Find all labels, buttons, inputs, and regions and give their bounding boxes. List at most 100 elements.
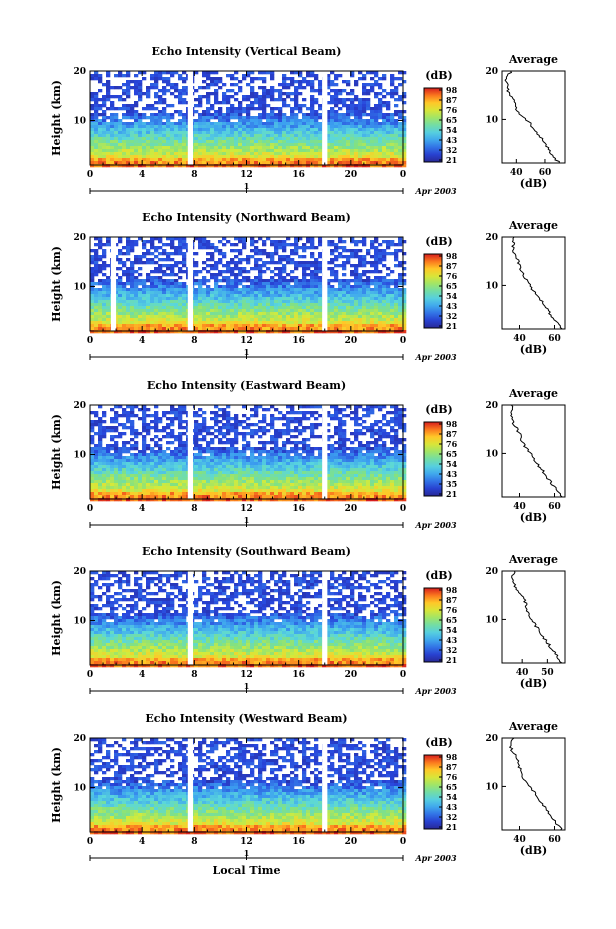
heatmap-cell — [142, 435, 147, 439]
heatmap-cell — [346, 107, 351, 111]
heatmap-cell — [146, 414, 151, 418]
heatmap-cell — [310, 456, 315, 460]
heatmap-cell — [154, 450, 159, 454]
heatmap-cell — [298, 306, 303, 310]
heatmap-cell — [182, 315, 187, 319]
heatmap-cell — [398, 155, 403, 159]
heatmap-cell — [154, 423, 159, 427]
heatmap-cell — [302, 426, 307, 430]
heatmap-cell — [334, 450, 339, 454]
heatmap-cell — [386, 318, 391, 322]
heatmap-cell — [226, 125, 231, 129]
heatmap-cell — [114, 140, 119, 144]
heatmap-cell — [98, 143, 103, 147]
heatmap-cell — [294, 297, 299, 301]
heatmap-cell — [338, 134, 343, 138]
heatmap-cell — [362, 279, 367, 283]
heatmap-cell — [294, 128, 299, 132]
heatmap-cell — [194, 327, 199, 331]
heatmap-cell — [266, 450, 271, 454]
heatmap-cell — [306, 131, 311, 135]
heatmap-cell — [90, 113, 95, 117]
heatmap-cell — [342, 447, 347, 451]
heatmap-cell — [226, 453, 231, 457]
heatmap-cell — [298, 152, 303, 156]
heatmap-cell — [330, 261, 335, 265]
heatmap-cell — [198, 161, 203, 165]
heatmap-cell — [206, 140, 211, 144]
heatmap-cell — [338, 122, 343, 126]
heatmap-cell — [110, 137, 115, 141]
heatmap-cell — [274, 119, 279, 123]
heatmap-cell — [330, 110, 335, 114]
heatmap-cell — [118, 309, 123, 313]
heatmap-cell — [386, 300, 391, 304]
heatmap-cell — [242, 405, 247, 409]
heatmap-cell — [278, 255, 283, 259]
heatmap-cell — [334, 110, 339, 114]
heatmap-cell — [402, 125, 407, 129]
heatmap-cell — [94, 288, 99, 292]
heatmap-cell — [170, 423, 175, 427]
heatmap-cell — [250, 164, 255, 168]
heatmap-cell — [378, 104, 383, 108]
heatmap-cell — [210, 456, 215, 460]
heatmap-cell — [202, 267, 207, 271]
heatmap-cell — [306, 450, 311, 454]
heatmap-cell — [134, 113, 139, 117]
heatmap-cell — [242, 303, 247, 307]
heatmap-cell — [206, 134, 211, 138]
heatmap-cell — [202, 116, 207, 120]
heatmap-cell — [214, 312, 219, 316]
heatmap-cell — [258, 285, 263, 289]
heatmap-cell — [338, 306, 343, 310]
heatmap-cell — [182, 146, 187, 150]
heatmap-cell — [154, 303, 159, 307]
heatmap-cell — [282, 92, 287, 96]
heatmap-cell — [134, 240, 139, 244]
heatmap-cell — [342, 128, 347, 132]
heatmap-cell — [214, 285, 219, 289]
heatmap-cell — [222, 285, 227, 289]
heatmap-cell — [330, 113, 335, 117]
heatmap-cell — [326, 92, 331, 96]
heatmap-cell — [294, 249, 299, 253]
heatmap-cell — [394, 408, 399, 412]
heatmap-cell — [334, 441, 339, 445]
heatmap-cell — [122, 149, 127, 153]
heatmap-cell — [218, 249, 223, 253]
heatmap-cell — [182, 318, 187, 322]
heatmap-cell — [338, 438, 343, 442]
heatmap-cell — [178, 246, 183, 250]
heatmap-cell — [302, 291, 307, 295]
heatmap-cell — [246, 140, 251, 144]
heatmap-cell — [298, 140, 303, 144]
heatmap-cell — [382, 318, 387, 322]
heatmap-cell — [234, 456, 239, 460]
heatmap-cell — [294, 267, 299, 271]
heatmap-cell — [138, 86, 143, 90]
heatmap-cell — [210, 161, 215, 165]
heatmap-cell — [274, 267, 279, 271]
heatmap-cell — [350, 447, 355, 451]
heatmap-cell — [282, 143, 287, 147]
heatmap-cell — [270, 417, 275, 421]
heatmap-cell — [134, 327, 139, 331]
heatmap-cell — [346, 137, 351, 141]
heatmap-cell — [118, 423, 123, 427]
heatmap-cell — [318, 164, 323, 168]
heatmap-cell — [98, 291, 103, 295]
heatmap-cell — [230, 441, 235, 445]
heatmap-cell — [122, 321, 127, 325]
heatmap-cell — [254, 318, 259, 322]
heatmap-cell — [118, 140, 123, 144]
heatmap-cell — [270, 116, 275, 120]
heatmap-cell — [334, 77, 339, 81]
heatmap-cell — [258, 330, 263, 334]
heatmap-cell — [238, 252, 243, 256]
heatmap-cell — [134, 294, 139, 298]
heatmap-cell — [370, 77, 375, 81]
heatmap-cell — [162, 330, 167, 334]
heatmap-cell — [90, 137, 95, 141]
heatmap-cell — [290, 131, 295, 135]
